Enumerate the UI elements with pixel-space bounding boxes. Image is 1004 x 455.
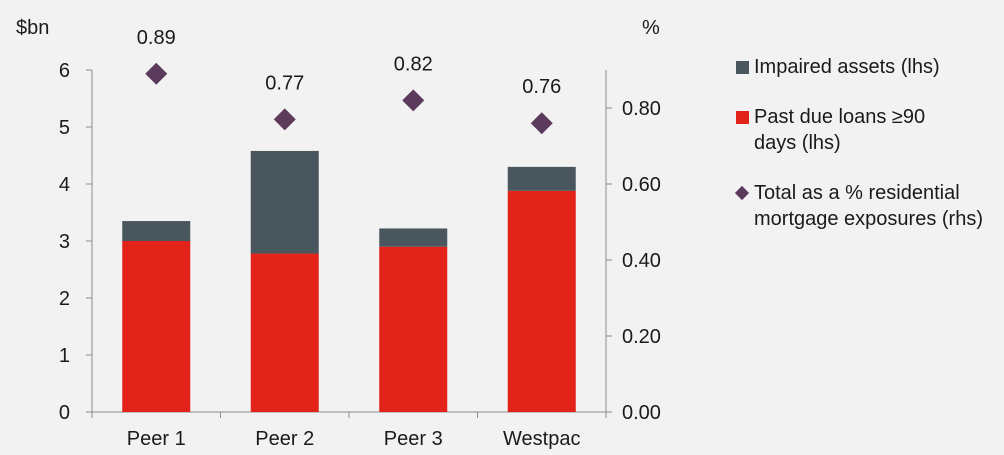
x-tick-label: Westpac — [503, 428, 580, 450]
bar-past-due-3 — [507, 190, 576, 412]
legend-item-past-due-loans: Past due loans ≥90 days (lhs) — [734, 104, 954, 156]
left-tick-label: 2 — [59, 288, 70, 310]
legend-label-impaired-assets: Impaired assets (lhs) — [754, 56, 940, 78]
bar-past-due-2 — [379, 246, 448, 412]
legend-label-past-due-loans: Past due loans ≥90 days (lhs) — [754, 106, 926, 154]
pct-data-label: 0.76 — [522, 76, 561, 98]
left-tick-label: 0 — [59, 402, 70, 424]
pct-data-label: 0.89 — [137, 27, 176, 49]
right-tick-label: 0.80 — [622, 98, 661, 120]
pct-diamond-marker — [402, 89, 425, 112]
pct-diamond-marker — [145, 62, 168, 85]
right-tick-label: 0.00 — [622, 402, 661, 424]
x-tick-label: Peer 2 — [255, 428, 314, 450]
left-tick-label: 3 — [59, 231, 70, 253]
left-tick-label: 4 — [59, 174, 70, 196]
legend-label-total-pct: Total as a % residential mortgage exposu… — [754, 182, 983, 230]
bar-impaired-2 — [379, 228, 448, 247]
right-tick-label: 0.20 — [622, 326, 661, 348]
right-tick-label: 0.60 — [622, 174, 661, 196]
pct-data-label: 0.77 — [265, 72, 304, 94]
bar-past-due-0 — [122, 241, 191, 412]
right-axis-unit: % — [642, 17, 660, 39]
legend-item-total-pct: Total as a % residential mortgage exposu… — [734, 180, 1004, 232]
x-tick-label: Peer 1 — [127, 428, 186, 450]
bar-impaired-3 — [507, 166, 576, 191]
left-tick-label: 1 — [59, 345, 70, 367]
legend-swatch-past-due-loans — [736, 111, 749, 124]
pct-diamond-marker — [273, 108, 296, 131]
left-axis-unit: $bn — [16, 17, 49, 39]
right-tick-label: 0.40 — [622, 250, 661, 272]
legend-diamond-icon — [734, 185, 750, 201]
bar-impaired-1 — [250, 150, 319, 254]
legend-swatch-impaired-assets — [736, 61, 749, 74]
left-tick-label: 6 — [59, 60, 70, 82]
legend-item-impaired-assets: Impaired assets (lhs) — [734, 54, 1004, 80]
bar-past-due-1 — [250, 253, 319, 412]
legend: Impaired assets (lhs) Past due loans ≥90… — [734, 54, 1004, 256]
pct-diamond-marker — [530, 112, 553, 135]
bar-impaired-0 — [122, 221, 191, 241]
pct-data-label: 0.82 — [394, 53, 433, 75]
left-tick-label: 5 — [59, 117, 70, 139]
x-tick-label: Peer 3 — [384, 428, 443, 450]
